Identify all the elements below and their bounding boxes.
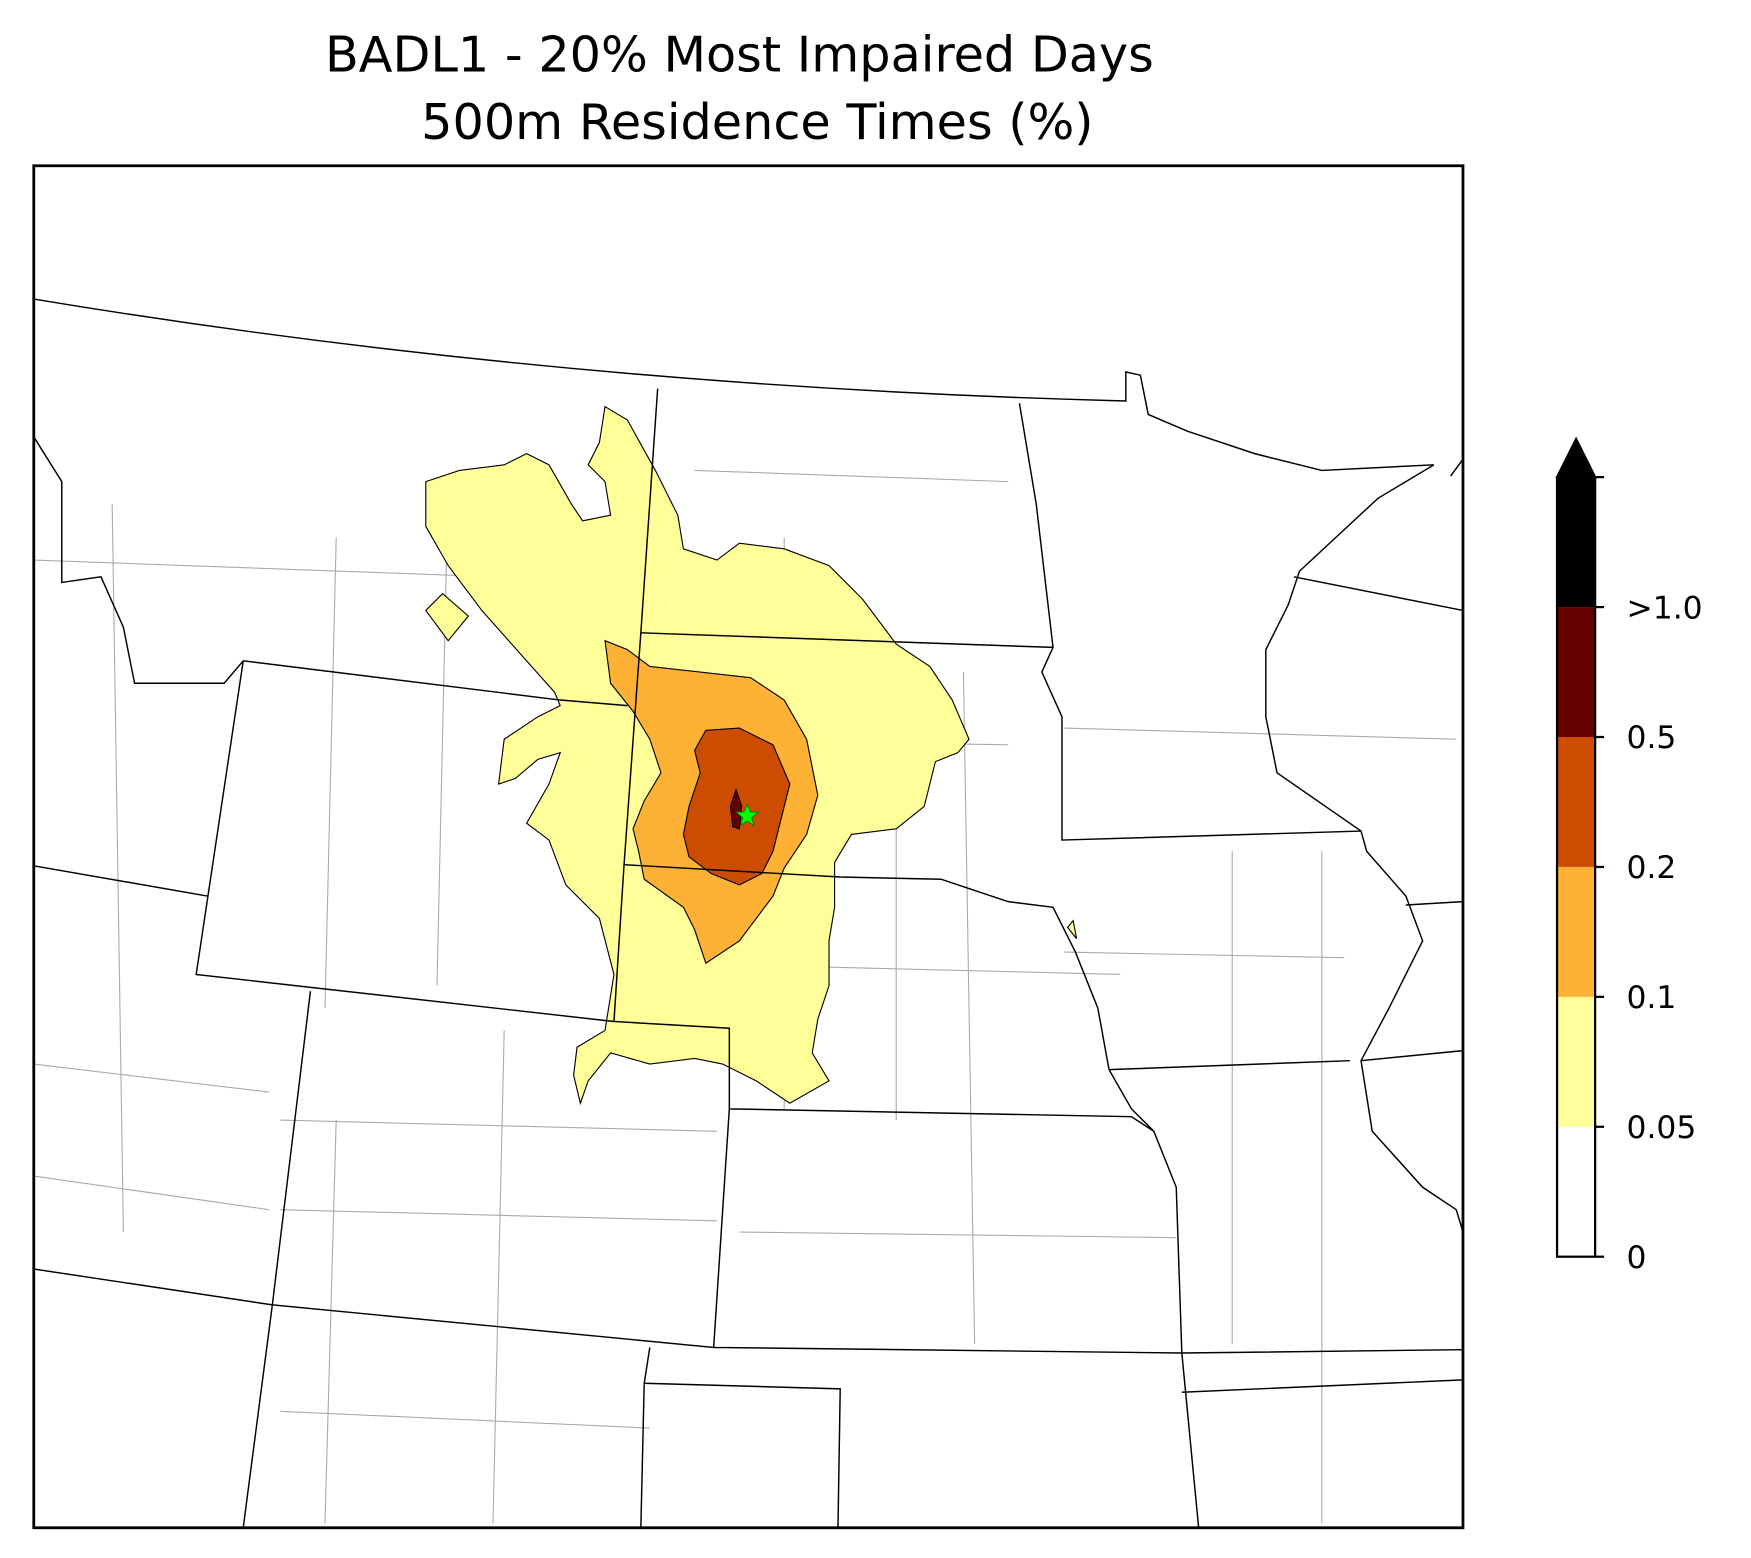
colorbar-extension <box>1555 436 1597 479</box>
subtitle: 500m Residence Times (%) <box>421 93 1093 151</box>
colorbar-tick-label: 0 <box>1626 1240 1646 1276</box>
colorbar: 0 0.05 0.1 0.2 0.5 >1.0 <box>1555 436 1703 1276</box>
colorbar-tick-label: >1.0 <box>1626 590 1702 626</box>
map <box>32 164 1465 1530</box>
colorbar-tick-label: 0.5 <box>1626 720 1676 756</box>
site-marker <box>734 803 760 827</box>
state-lines <box>33 298 1464 1528</box>
colorbar-band <box>1557 996 1596 1127</box>
colorbar-band <box>1557 607 1596 737</box>
colorbar-tick-label: 0.1 <box>1626 980 1676 1016</box>
colorbar-tick-label: 0.05 <box>1626 1110 1696 1146</box>
contours <box>425 405 1078 1106</box>
colorbar-band <box>1557 736 1596 867</box>
colorbar-band <box>1557 1126 1596 1257</box>
title: BADL1 - 20% Most Impaired Days <box>325 26 1154 84</box>
colorbar-band <box>1557 477 1596 608</box>
contour-0.5 <box>729 787 743 830</box>
map-frame <box>32 164 1465 1530</box>
colorbar-tick-label: 0.2 <box>1626 850 1676 886</box>
colorbar-band <box>1557 866 1596 997</box>
